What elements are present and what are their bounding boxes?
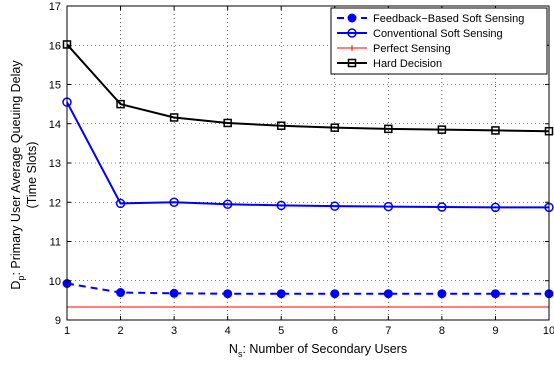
y-tick-label: 16 bbox=[49, 40, 61, 52]
x-tick-label: 9 bbox=[492, 325, 498, 337]
series-4-point bbox=[437, 125, 447, 134]
series-1-point bbox=[276, 289, 286, 299]
series-4-point bbox=[491, 126, 500, 135]
series-2-point bbox=[330, 201, 340, 211]
series-line-2 bbox=[66, 101, 549, 209]
y-tick-label: 10 bbox=[49, 276, 61, 288]
x-tick-label: 7 bbox=[385, 325, 391, 337]
series-1-point bbox=[330, 289, 340, 299]
legend-marker-3 bbox=[349, 45, 355, 51]
series-2-point bbox=[115, 198, 126, 209]
legend-label-3: Perfect Sensing bbox=[373, 43, 451, 55]
x-tick-label: 2 bbox=[117, 325, 123, 337]
grid-lines bbox=[67, 6, 549, 320]
x-tick-label: 3 bbox=[171, 325, 177, 337]
y-tick-label: 12 bbox=[49, 197, 61, 209]
series-4-point bbox=[116, 99, 125, 109]
series-2-point bbox=[490, 202, 501, 213]
series-2-point bbox=[383, 201, 394, 212]
legend-marker-1 bbox=[347, 13, 357, 23]
series-line-4 bbox=[66, 43, 550, 133]
y-tick-label: 9 bbox=[55, 315, 61, 327]
y-axis-label-line2: (Time Slots) bbox=[25, 142, 39, 209]
series-2-point bbox=[276, 200, 286, 211]
y-tick-label: 15 bbox=[49, 80, 61, 92]
x-tick-label: 4 bbox=[225, 325, 231, 337]
x-tick-label: 5 bbox=[278, 325, 284, 337]
series-4-point bbox=[223, 118, 232, 128]
x-tick-label: 10 bbox=[543, 325, 554, 337]
series-1-point bbox=[169, 288, 179, 298]
legend: Feedback−Based Soft Sensing Conventional … bbox=[330, 7, 548, 75]
x-axis-label: Ns: Number of Secondary Users bbox=[229, 342, 407, 359]
series-2-point bbox=[222, 199, 233, 209]
x-tick-label: 8 bbox=[439, 325, 445, 337]
legend-label-2: Conventional Soft Sensing bbox=[373, 28, 503, 40]
y-tick-label: 11 bbox=[50, 237, 61, 249]
x-tick-label: 1 bbox=[64, 325, 70, 337]
series-1-point bbox=[437, 289, 447, 299]
series-4-point bbox=[276, 121, 286, 130]
y-tick-label: 13 bbox=[49, 158, 61, 170]
series-4-point bbox=[330, 123, 340, 132]
y-tick-label: 17 bbox=[49, 1, 61, 13]
series-group bbox=[62, 40, 554, 308]
series-2-point bbox=[437, 202, 447, 212]
legend-marker-4 bbox=[347, 58, 357, 68]
x-tick-label: 6 bbox=[332, 325, 338, 337]
series-2-point bbox=[169, 197, 179, 207]
legend-marker-2 bbox=[347, 28, 357, 38]
y-tick-label: 14 bbox=[49, 119, 61, 131]
series-1-point bbox=[383, 289, 393, 299]
series-line-1 bbox=[66, 282, 549, 295]
series-1-point bbox=[223, 289, 233, 299]
legend-label-4: Hard Decision bbox=[373, 58, 442, 70]
series-1-point bbox=[490, 289, 500, 299]
y-axis-label-line1: Dp: Primary User Average Queuing Delay bbox=[9, 60, 26, 290]
series-4-point bbox=[384, 124, 393, 134]
series-1-point bbox=[116, 288, 126, 298]
series-4-point bbox=[169, 113, 179, 122]
legend-label-1: Feedback−Based Soft Sensing bbox=[373, 13, 524, 25]
